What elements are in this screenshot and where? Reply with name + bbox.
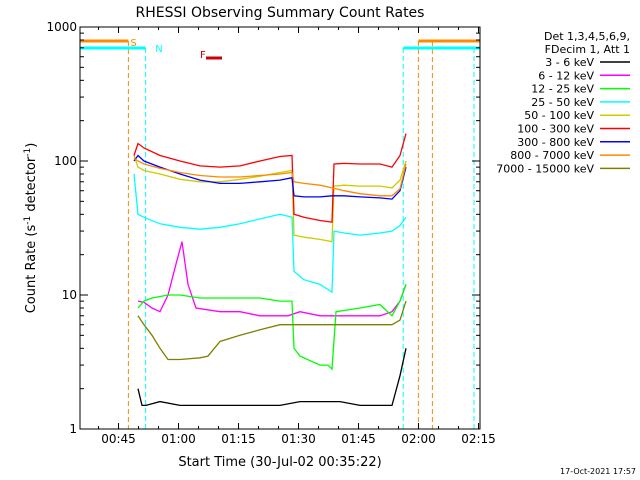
flag-label: N — [155, 44, 162, 55]
legend: Det 1,3,4,5,6,9,FDecim 1, Att 13 - 6 keV… — [496, 30, 630, 175]
x-tick-label: 02:00 — [401, 432, 436, 446]
x-tick-label: 01:45 — [341, 432, 376, 446]
y-axis-label: Count Rate (s-1 detector-1) — [23, 143, 39, 314]
annotations-layer: S N F — [79, 38, 480, 429]
legend-entry-label: 50 - 100 keV — [524, 109, 594, 122]
x-tick-label: 02:15 — [461, 432, 496, 446]
y-tick-label: 1 — [69, 422, 77, 436]
series-line — [137, 348, 407, 407]
axes-layer: 00:45 01:00 01:15 01:30 01:45 02:00 02:15 1 10 10… — [46, 20, 495, 446]
y-label-main: Count Rate (s — [24, 225, 39, 314]
series-line — [137, 300, 407, 361]
legend-entry-label: 7000 - 15000 keV — [496, 162, 594, 175]
legend-entry-label: 6 - 12 keV — [538, 69, 594, 82]
y-label-end: ) — [24, 143, 39, 148]
legend-header: Det 1,3,4,5,6,9, — [544, 30, 630, 43]
series-line — [133, 155, 407, 243]
timestamp: 17-Oct-2021 17:57 — [560, 467, 636, 476]
series-line — [133, 157, 407, 197]
legend-entry-label: 12 - 25 keV — [531, 83, 594, 96]
y-label-sup2: -1 — [23, 148, 33, 157]
x-tick-label: 01:00 — [161, 432, 196, 446]
x-tick-label: 00:45 — [101, 432, 136, 446]
legend-entry-label: 800 - 7000 keV — [510, 149, 594, 162]
flag-label: S — [130, 38, 136, 49]
y-tick-label: 10 — [62, 288, 77, 302]
x-axis-label: Start Time (30-Jul-02 00:35:22) — [178, 455, 381, 470]
series-line — [137, 241, 407, 317]
legend-entry-label: 3 - 6 keV — [545, 56, 594, 69]
legend-header: FDecim 1, Att 1 — [545, 43, 630, 56]
legend-entry-label: 25 - 50 keV — [531, 96, 594, 109]
x-tick-label: 01:30 — [281, 432, 316, 446]
series-line — [133, 173, 407, 294]
legend-entry-label: 300 - 800 keV — [517, 136, 594, 149]
plot-frame — [79, 26, 481, 430]
chart-title: RHESSI Observing Summary Count Rates — [136, 5, 425, 21]
legend-entry-label: 100 - 300 keV — [517, 123, 594, 136]
y-tick-label: 1000 — [46, 20, 77, 34]
flag-label: F — [200, 50, 206, 61]
y-label-mid: detector — [24, 156, 39, 216]
y-label-sup1: -1 — [23, 216, 33, 225]
x-tick-label: 01:15 — [221, 432, 256, 446]
y-tick-label: 100 — [54, 154, 77, 168]
series-layer — [133, 133, 407, 407]
